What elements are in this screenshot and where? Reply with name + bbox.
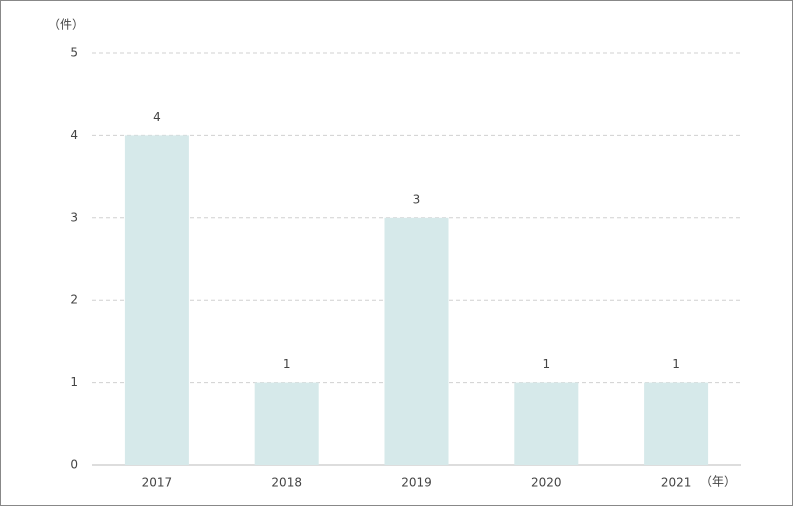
x-tick-label: 2017 (142, 476, 173, 490)
bar (384, 217, 449, 465)
data-label: 1 (672, 357, 680, 371)
data-label: 1 (283, 357, 291, 371)
bar (254, 382, 319, 465)
y-tick-label: 3 (70, 210, 78, 224)
bar (644, 382, 709, 465)
data-label: 4 (153, 110, 161, 124)
x-tick-label: 2018 (271, 476, 302, 490)
y-tick-label: 4 (70, 128, 78, 142)
x-axis-unit: （年） (700, 475, 736, 489)
x-tick-label: 2021 (661, 476, 692, 490)
y-tick-label: 1 (70, 375, 78, 389)
bar (124, 135, 189, 465)
x-tick-label: 2020 (531, 476, 562, 490)
bar (514, 382, 579, 465)
data-label: 1 (542, 357, 550, 371)
y-tick-label: 5 (70, 46, 78, 60)
y-tick-label: 0 (70, 458, 78, 472)
y-axis-unit: （件） (48, 18, 84, 32)
data-label: 3 (413, 192, 421, 206)
y-tick-label: 2 (70, 293, 78, 307)
x-tick-label: 2019 (401, 476, 432, 490)
